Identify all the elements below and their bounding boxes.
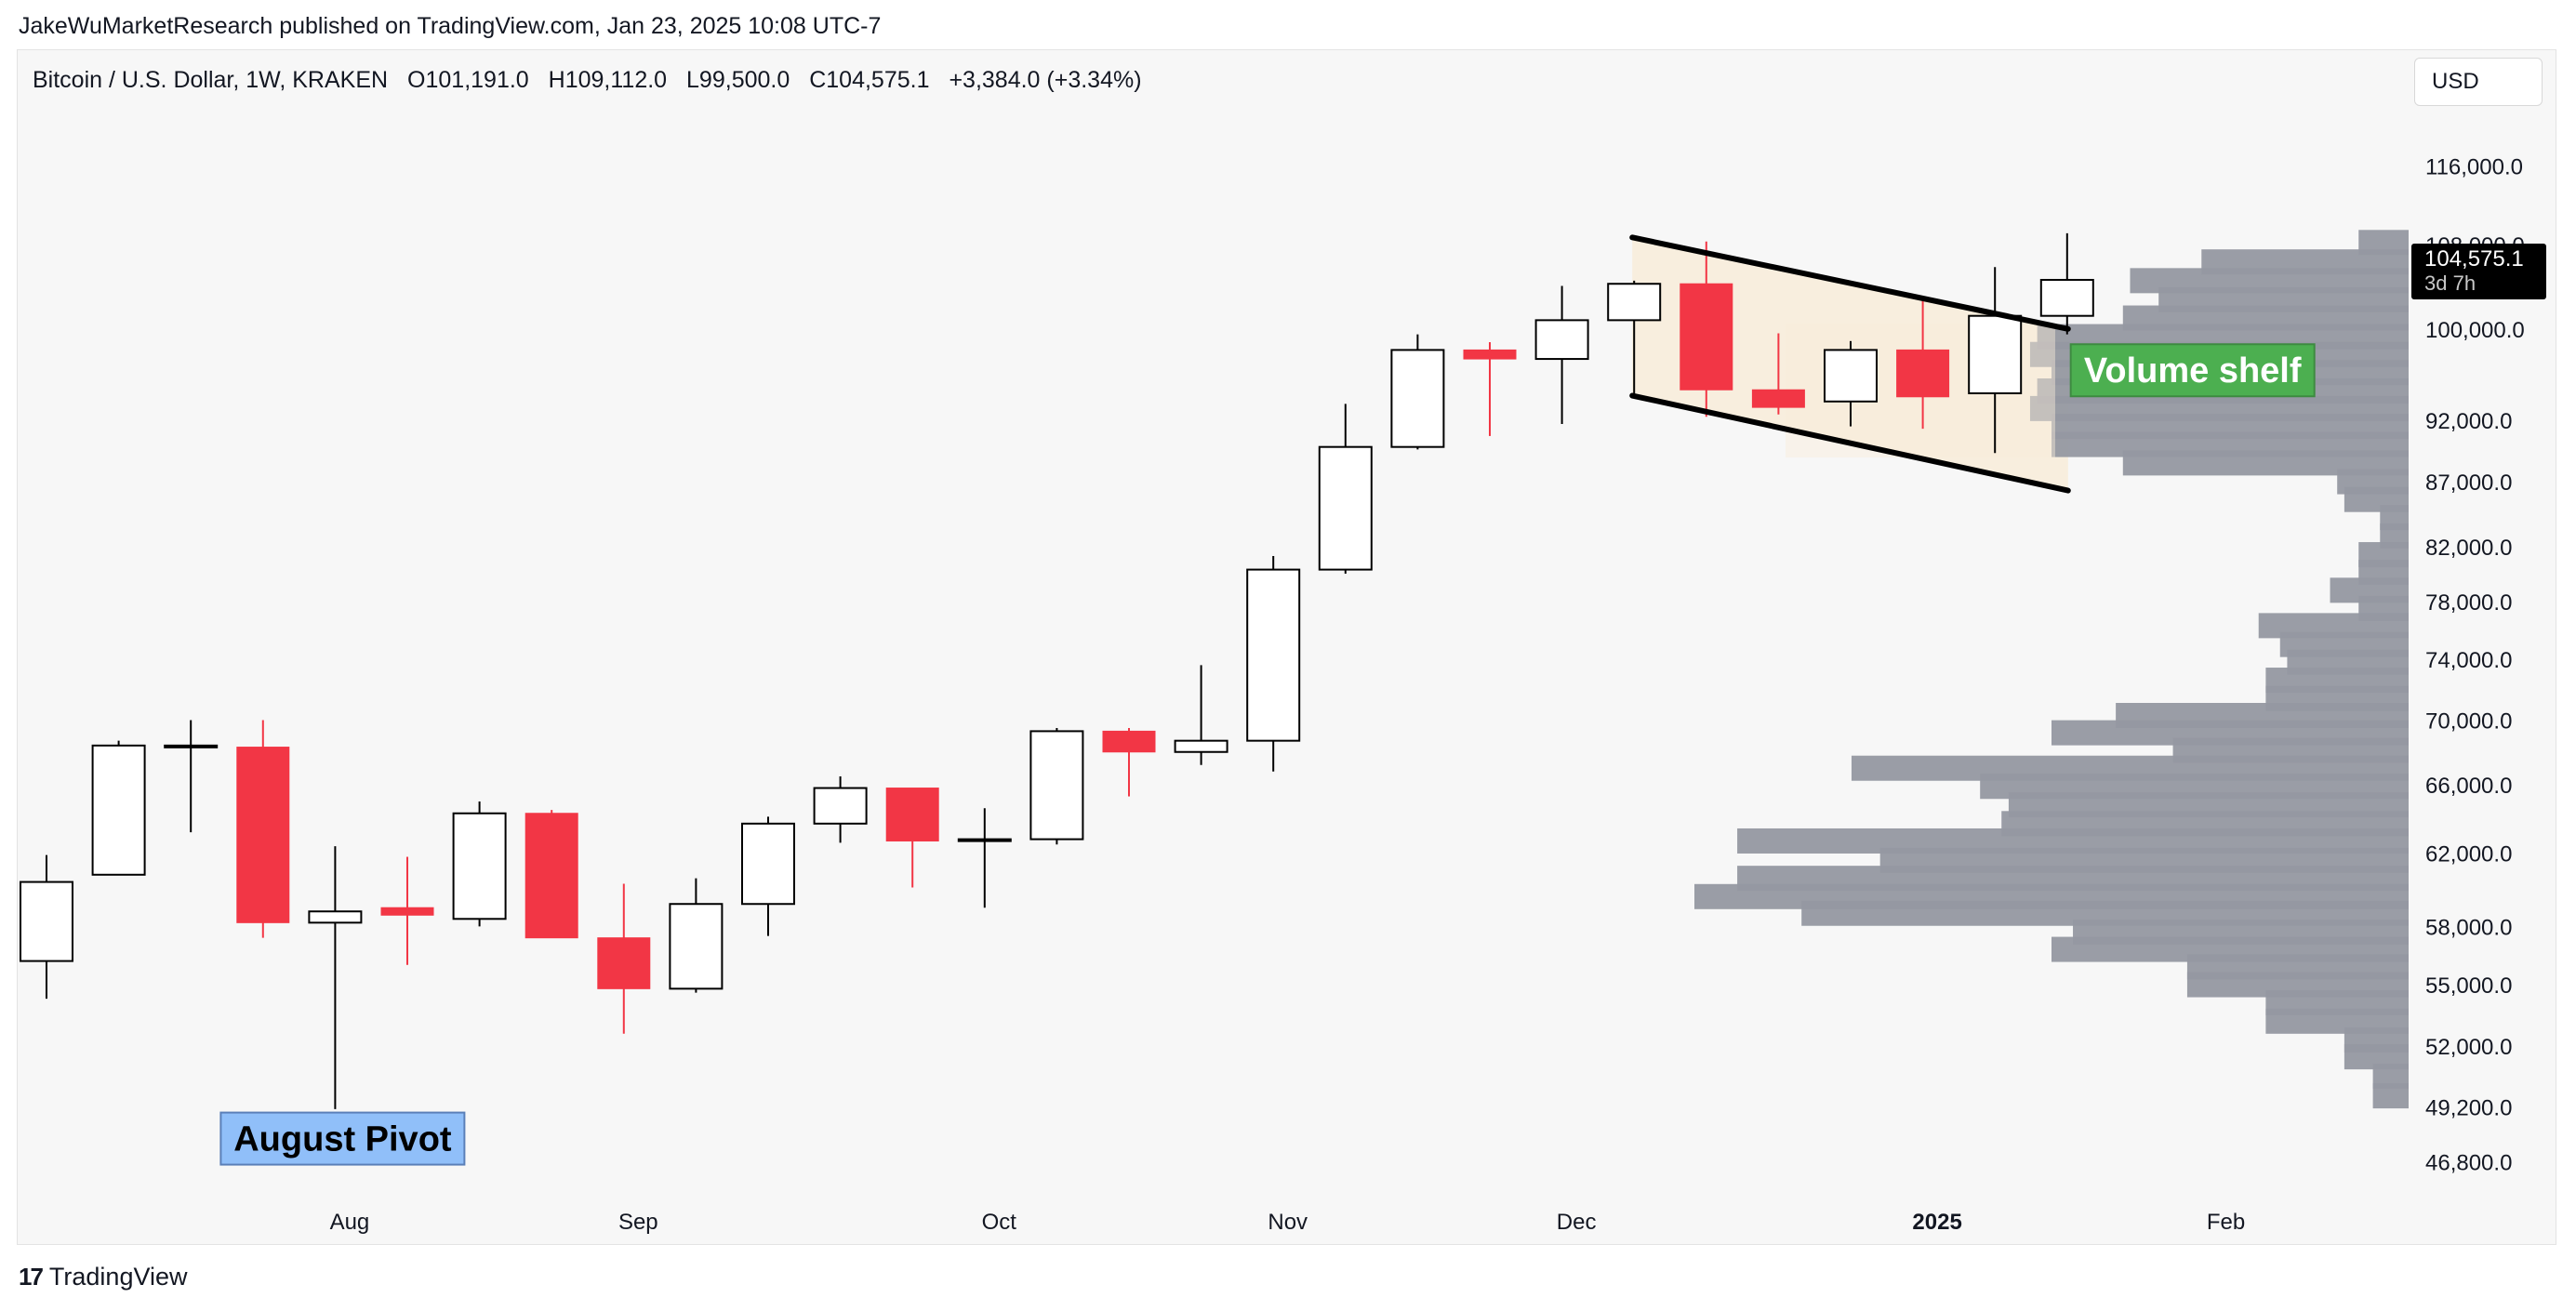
candle-body-up[interactable] <box>2039 278 2094 317</box>
candle-body-up[interactable] <box>452 812 507 920</box>
candle-body-up[interactable] <box>1607 283 1662 322</box>
candle-body-down[interactable] <box>885 788 939 841</box>
candle-body-up[interactable] <box>1390 349 1445 448</box>
y-axis-tick-label: 49,200.0 <box>2425 1096 2512 1121</box>
candle-body-down[interactable] <box>236 747 290 923</box>
channel-upper-trendline[interactable] <box>1629 234 2071 332</box>
y-axis-tick-label: 58,000.0 <box>2425 915 2512 940</box>
y-axis-tick-label: 52,000.0 <box>2425 1035 2512 1060</box>
legend-change: +3,384.0 (+3.34%) <box>949 67 1142 93</box>
candle-body-down[interactable] <box>1102 730 1156 753</box>
tradingview-logo-icon: 17 <box>19 1263 44 1291</box>
x-axis-tick-label: Dec <box>1557 1210 1597 1235</box>
x-axis-tick-label: Aug <box>330 1210 370 1235</box>
candle-body-down[interactable] <box>524 813 578 939</box>
legend-close: C104,575.1 <box>809 67 930 93</box>
currency-button[interactable]: USD <box>2414 58 2543 106</box>
candle-body-up[interactable] <box>1246 568 1301 742</box>
legend-high: H109,112.0 <box>548 67 668 93</box>
footer-brand[interactable]: 17 TradingView <box>19 1263 188 1291</box>
candle-body-down[interactable] <box>1751 389 1805 408</box>
y-axis-tick-label: 78,000.0 <box>2425 590 2512 616</box>
candle-body-up[interactable] <box>1534 319 1589 361</box>
candle-body-up[interactable] <box>741 822 795 906</box>
footer-brand-label: TradingView <box>48 1263 188 1291</box>
last-price-value: 104,575.1 <box>2424 246 2524 271</box>
legend-open: O101,191.0 <box>407 67 529 93</box>
candle-body-down[interactable] <box>1896 349 1950 398</box>
august-pivot-label: August Pivot <box>233 1120 452 1159</box>
y-axis-tick-label: 74,000.0 <box>2425 648 2512 673</box>
x-axis-tick-label: Sep <box>618 1210 658 1235</box>
bar-countdown: 3d 7h <box>2424 271 2476 295</box>
candle-body-up[interactable] <box>1029 730 1084 841</box>
ohlc-legend: Bitcoin / U.S. Dollar, 1W, KRAKEN O101,1… <box>33 67 1155 94</box>
x-axis-tick-label: Nov <box>1268 1210 1308 1235</box>
y-axis-tick-label: 46,800.0 <box>2425 1151 2512 1176</box>
candle-body-up[interactable] <box>91 744 146 876</box>
published-caption: JakeWuMarketResearch published on Tradin… <box>19 13 882 39</box>
y-axis-tick-label: 82,000.0 <box>2425 536 2512 561</box>
y-axis-tick-label: 62,000.0 <box>2425 842 2512 867</box>
last-price-tag: 104,575.1 3d 7h <box>2411 244 2546 299</box>
candle-body-down[interactable] <box>1463 349 1517 360</box>
legend-symbol[interactable]: Bitcoin / U.S. Dollar, 1W, KRAKEN <box>33 67 389 93</box>
candle-body-down[interactable] <box>597 937 651 989</box>
candle-body-up[interactable] <box>813 787 868 825</box>
candle-body-up[interactable] <box>308 910 363 924</box>
legend-low: L99,500.0 <box>686 67 790 93</box>
candle-body-up[interactable] <box>1968 314 2023 395</box>
y-axis-tick-label: 70,000.0 <box>2425 709 2512 735</box>
candle-body-up[interactable] <box>957 838 1012 842</box>
volume-shelf-label-box[interactable] <box>2069 343 2316 398</box>
candle-body-up[interactable] <box>1174 739 1228 753</box>
y-axis-tick-label: 87,000.0 <box>2425 470 2512 496</box>
august-pivot-label-box[interactable] <box>219 1111 466 1166</box>
y-axis-tick-label: 116,000.0 <box>2425 155 2523 180</box>
y-axis-tick-label: 55,000.0 <box>2425 973 2512 999</box>
candle-body-down[interactable] <box>1680 283 1733 391</box>
candle-body-down[interactable] <box>380 907 434 916</box>
y-axis-tick-label: 100,000.0 <box>2425 318 2525 343</box>
x-axis-tick-label: 2025 <box>1912 1210 1961 1235</box>
y-axis-tick-label: 66,000.0 <box>2425 774 2512 799</box>
volume-shelf-label: Volume shelf <box>2084 351 2302 391</box>
candle-body-up[interactable] <box>1824 349 1878 403</box>
x-axis-tick-label: Feb <box>2207 1210 2245 1235</box>
channel-lower-trendline[interactable] <box>1629 392 2071 494</box>
x-axis-tick-label: Oct <box>982 1210 1017 1235</box>
candle-body-up[interactable] <box>669 903 724 990</box>
candle-body-up[interactable] <box>1318 445 1373 571</box>
candle-body-up[interactable] <box>164 744 219 748</box>
y-axis-tick-label: 92,000.0 <box>2425 409 2512 434</box>
volume-profile-bar <box>2372 1083 2409 1109</box>
candle-body-up[interactable] <box>20 881 73 962</box>
